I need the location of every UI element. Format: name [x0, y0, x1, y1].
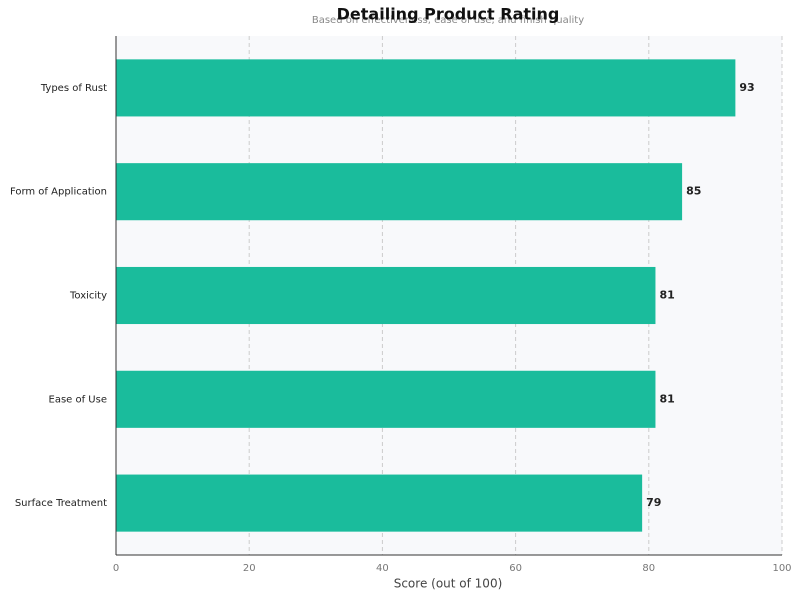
y-tick-label: Toxicity — [69, 291, 107, 302]
y-tick-label: Form of Application — [10, 187, 107, 198]
x-tick-label: 40 — [376, 563, 389, 574]
x-tick-label: 0 — [113, 563, 119, 574]
value-label: 85 — [686, 185, 701, 198]
y-tick-label: Types of Rust — [40, 83, 107, 94]
x-tick-label: 80 — [642, 563, 655, 574]
bar — [116, 266, 656, 325]
value-label: 93 — [739, 81, 754, 94]
x-tick-label: 60 — [509, 563, 522, 574]
value-label: 79 — [646, 496, 661, 509]
bar — [116, 474, 643, 532]
x-tick-label: 100 — [772, 563, 791, 574]
bar — [116, 59, 736, 117]
chart-title: Detailing Product Rating — [337, 5, 560, 24]
bar — [116, 370, 656, 428]
value-label: 81 — [659, 392, 674, 405]
x-tick-label: 20 — [243, 563, 256, 574]
value-label: 81 — [659, 289, 674, 302]
chart-subtitle: Based on effectiveness, ease of use, and… — [312, 15, 584, 26]
y-tick-label: Ease of Use — [49, 394, 108, 405]
y-tick-label: Surface Treatment — [15, 498, 107, 509]
x-axis-label: Score (out of 100) — [394, 577, 503, 591]
bar — [116, 163, 683, 221]
